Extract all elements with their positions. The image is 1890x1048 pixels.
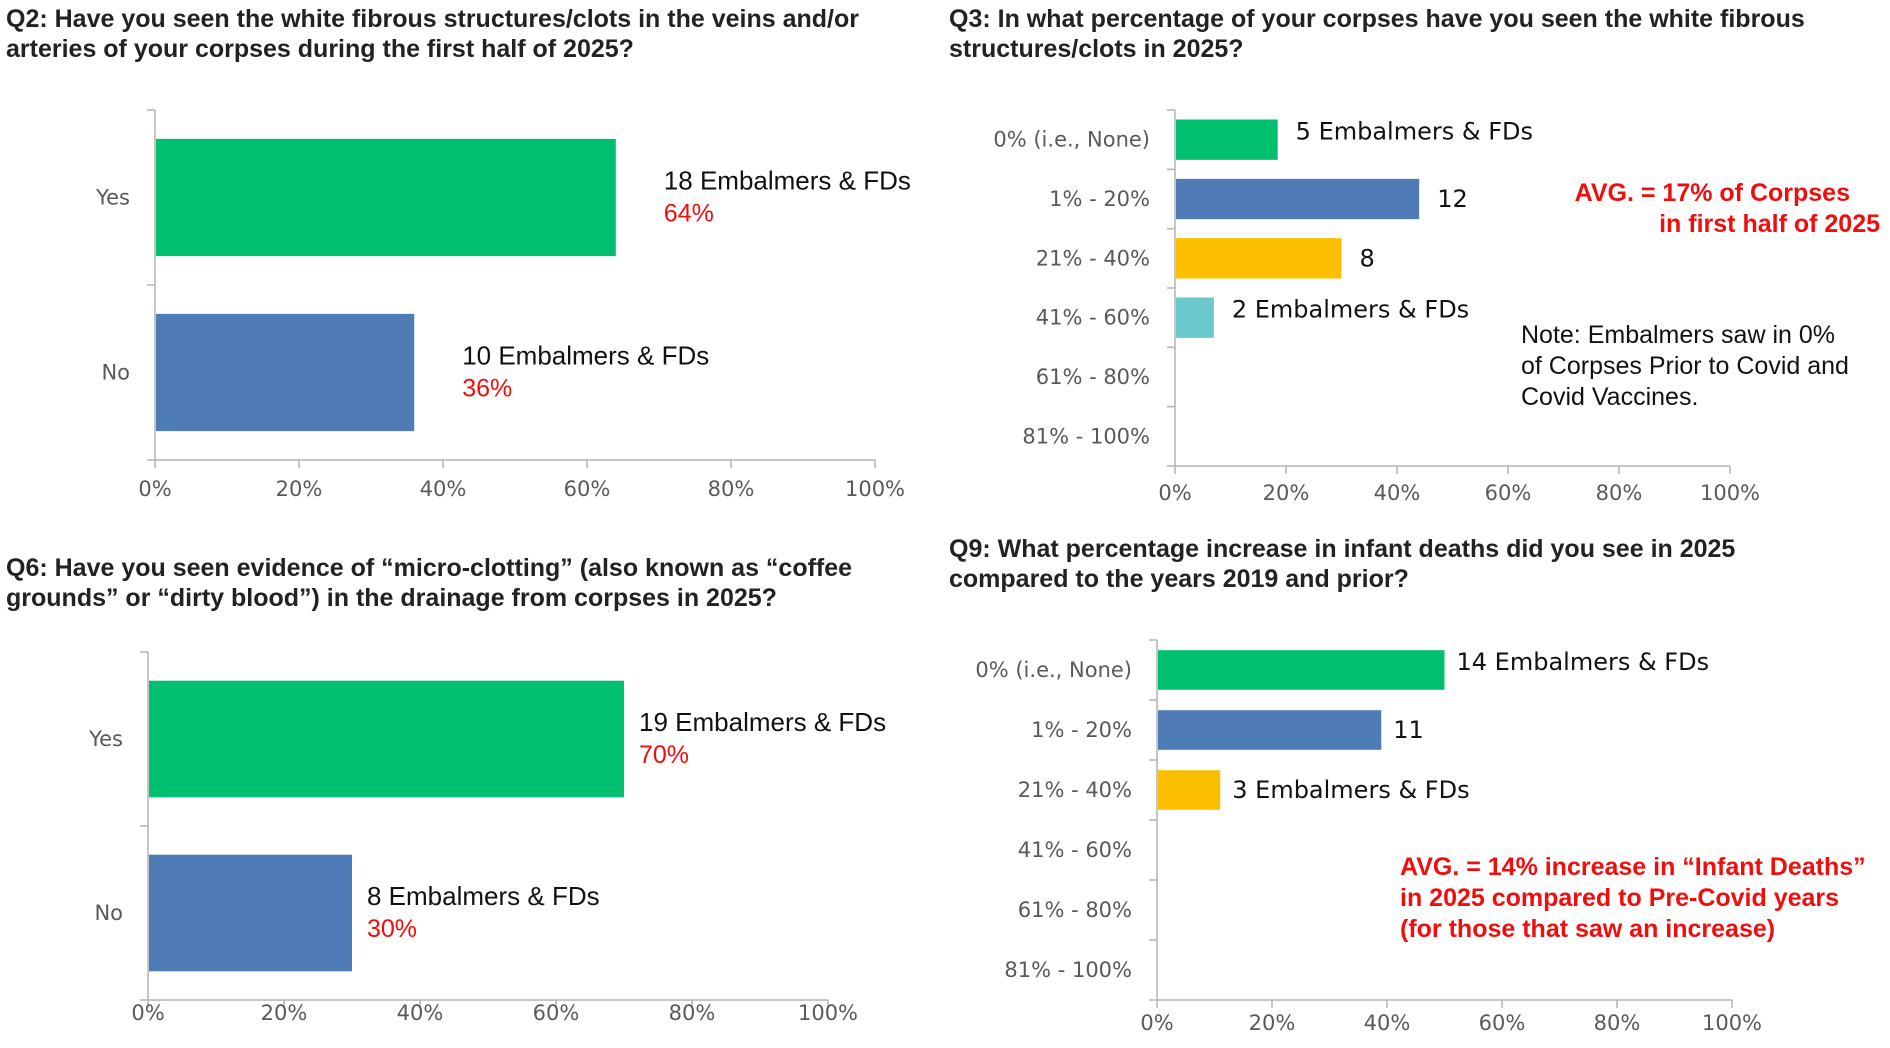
q9-category-label: 61% - 80%	[1018, 898, 1132, 922]
q9-count-label: 14 Embalmers & FDs	[1457, 648, 1710, 676]
q2-percent-label: 36%	[462, 375, 512, 403]
q2-category-label: No	[101, 361, 130, 385]
q3-category-label: 81% - 100%	[1022, 424, 1150, 448]
q9-count-label: 11	[1393, 716, 1424, 744]
q3-x-tick-label: 20%	[1263, 481, 1310, 505]
q6-bar	[149, 854, 352, 972]
q3-average-annotation: AVG. = 17% of Corpses in first half of 2…	[1500, 178, 1880, 240]
q3-count-label: 5 Embalmers & FDs	[1296, 118, 1533, 146]
q9-title: Q9: What percentage increase in infant d…	[949, 535, 1736, 593]
q9-x-tick-label: 40%	[1364, 1011, 1411, 1035]
q2-bar	[156, 313, 415, 432]
q9-category-label: 21% - 40%	[1018, 778, 1132, 802]
q3-category-label: 21% - 40%	[1036, 246, 1150, 270]
q3-count-label: 8	[1360, 244, 1375, 272]
q6-x-tick-label: 0%	[131, 1001, 164, 1025]
q2-count-label: 18 Embalmers & FDs	[664, 166, 911, 196]
q2-count-label: 10 Embalmers & FDs	[462, 341, 709, 371]
q6-x-tick-label: 40%	[397, 1001, 444, 1025]
q2-x-tick-label: 40%	[420, 477, 467, 501]
q6-category-label: Yes	[88, 727, 123, 751]
q6-x-tick-label: 80%	[669, 1001, 716, 1025]
q2-x-tick-label: 0%	[138, 477, 171, 501]
q9-x-tick-label: 20%	[1249, 1011, 1296, 1035]
q3-category-label: 1% - 20%	[1049, 187, 1150, 211]
q3-x-tick-label: 80%	[1596, 481, 1643, 505]
q3-x-tick-label: 0%	[1158, 481, 1191, 505]
q3-note-annotation: Note: Embalmers saw in 0% of Corpses Pri…	[1521, 320, 1881, 413]
q3-category-label: 61% - 80%	[1036, 365, 1150, 389]
q2-percent-label: 64%	[664, 200, 714, 228]
q9-category-label: 41% - 60%	[1018, 838, 1132, 862]
q9-x-tick-label: 60%	[1479, 1011, 1526, 1035]
q6-percent-label: 30%	[367, 915, 417, 943]
q3-bar	[1176, 119, 1278, 160]
q9-count-label: 3 Embalmers & FDs	[1232, 776, 1469, 804]
q9-category-label: 0% (i.e., None)	[975, 658, 1132, 682]
q6-count-label: 19 Embalmers & FDs	[639, 707, 886, 737]
q3-bar	[1176, 297, 1214, 338]
q6-bar	[149, 680, 624, 798]
q3-x-tick-label: 60%	[1485, 481, 1532, 505]
q2-x-tick-label: 20%	[276, 477, 323, 501]
q6-x-tick-label: 100%	[798, 1001, 858, 1025]
q6-percent-label: 70%	[639, 741, 689, 769]
q6-count-label: 8 Embalmers & FDs	[367, 881, 600, 911]
q3-x-tick-label: 40%	[1374, 481, 1421, 505]
q3-average-line-2: in first half of 2025	[1659, 210, 1880, 238]
q3-category-label: 41% - 60%	[1036, 306, 1150, 330]
q9-average-line-3: (for those that saw an increase)	[1400, 915, 1776, 943]
q9-bar	[1158, 770, 1221, 810]
q3-count-label: 2 Embalmers & FDs	[1232, 296, 1469, 324]
q6-category-label: No	[94, 901, 123, 925]
q3-x-tick-label: 100%	[1700, 481, 1760, 505]
q6-x-tick-label: 20%	[261, 1001, 308, 1025]
q3-note-line-1: Note: Embalmers saw in 0%	[1521, 321, 1836, 349]
q3-bar	[1176, 178, 1420, 220]
q9-x-tick-label: 100%	[1702, 1011, 1762, 1035]
q6-x-tick-label: 60%	[533, 1001, 580, 1025]
q9-category-label: 81% - 100%	[1004, 958, 1132, 982]
q2-title: Q2: Have you seen the white fibrous stru…	[6, 5, 859, 63]
q3-title: Q3: In what percentage of your corpses h…	[949, 5, 1805, 63]
q9-average-annotation: AVG. = 14% increase in “Infant Deaths” i…	[1400, 852, 1880, 945]
q3-note-line-3: Covid Vaccines.	[1521, 383, 1699, 411]
q2-x-tick-label: 80%	[708, 477, 755, 501]
q3-average-line-1: AVG. = 17% of Corpses	[1574, 179, 1850, 207]
q2-bar	[156, 138, 616, 257]
q9-bar	[1158, 710, 1382, 750]
q9-average-line-2: in 2025 compared to Pre-Covid years	[1400, 884, 1840, 912]
q9-x-tick-label: 80%	[1594, 1011, 1641, 1035]
q2-category-label: Yes	[95, 186, 130, 210]
q3-note-line-2: of Corpses Prior to Covid and	[1521, 352, 1849, 380]
q9-category-label: 1% - 20%	[1031, 718, 1132, 742]
q2-x-tick-label: 60%	[564, 477, 611, 501]
q9-bar	[1158, 650, 1445, 690]
q6-title: Q6: Have you seen evidence of “micro-clo…	[6, 554, 853, 612]
q9-average-line-1: AVG. = 14% increase in “Infant Deaths”	[1400, 853, 1866, 881]
q9-x-tick-label: 0%	[1140, 1011, 1173, 1035]
q3-count-label: 12	[1437, 185, 1468, 213]
q3-bar	[1176, 238, 1342, 279]
q2-x-tick-label: 100%	[845, 477, 905, 501]
q3-category-label: 0% (i.e., None)	[993, 128, 1150, 152]
